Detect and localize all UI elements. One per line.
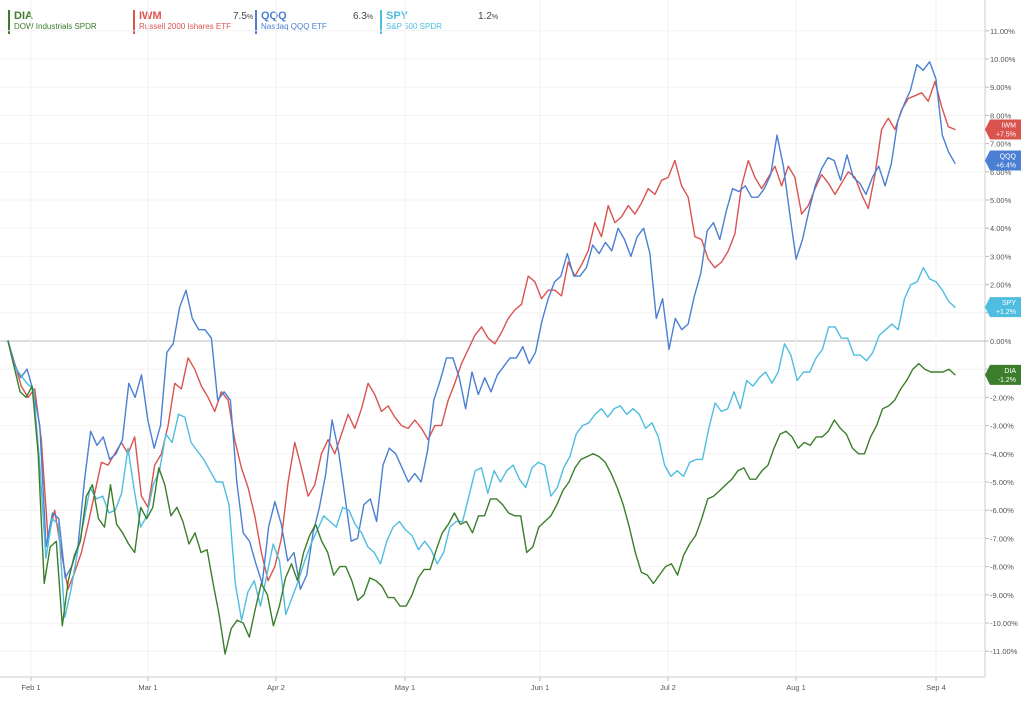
y-tick-label: -5.00% — [990, 478, 1014, 487]
legend-symbol: IWM — [139, 10, 162, 22]
legend-item-spy[interactable]: SPY S&P 500 SPDR 1.2% — [380, 10, 504, 34]
series-line-dia — [7, 340, 956, 655]
y-tick-label: 3.00% — [990, 252, 1012, 261]
x-tick-label: Mar 1 — [138, 683, 157, 692]
legend-value-unit: % — [366, 14, 374, 21]
series-line-spy — [7, 267, 956, 621]
y-tick-label: -6.00% — [990, 506, 1014, 515]
legend-item-qqq[interactable]: QQQ Nasdaq QQQ ETF 6.3% — [255, 10, 379, 34]
end-tag-background — [985, 364, 1021, 385]
x-tick-label: Feb 1 — [21, 683, 40, 692]
end-tag-background — [985, 150, 1021, 171]
end-tag-qqq: QQQ +6.4% — [985, 150, 1021, 171]
end-tag-symbol: DIA — [1004, 368, 1016, 375]
x-axis: Feb 1 Mar 1 Apr 2 May 1 Jun 1 Jul 2 Aug 1 Sep 4 — [21, 677, 946, 692]
legend-value-number: 7.5 — [233, 11, 247, 22]
end-tag-background — [985, 119, 1021, 140]
y-tick-label: -3.00% — [990, 422, 1014, 431]
legend-value-number: 1.2 — [478, 11, 492, 22]
y-tick-label: -2.00% — [990, 393, 1014, 402]
legend-symbol: DIA — [14, 10, 33, 22]
x-tick-label: Sep 4 — [926, 683, 946, 692]
legend-value-number: 6.3 — [353, 11, 367, 22]
end-tag-iwm: IWM +7.5% — [985, 119, 1021, 140]
x-tick-label: Aug 1 — [786, 683, 806, 692]
end-tag-background — [985, 297, 1021, 318]
y-axis: 11.00% 10.00% 9.00% 8.00% 7.00% 6.00% 5.00% 4.0… — [985, 27, 1018, 656]
y-tick-label: 6.00% — [990, 168, 1012, 177]
y-tick-label: 11.00% — [990, 27, 1015, 36]
y-tick-label: 0.00% — [990, 337, 1012, 346]
end-tag-value: -1.2% — [998, 377, 1016, 384]
y-tick-label: -10.00% — [990, 619, 1018, 628]
series-lines — [7, 61, 956, 655]
y-tick-label: 2.00% — [990, 281, 1012, 290]
y-tick-label: 5.00% — [990, 196, 1012, 205]
end-tag-spy: SPY +1.2% — [985, 297, 1021, 318]
end-tag-value: +7.5% — [996, 132, 1016, 139]
x-tick-label: Apr 2 — [267, 683, 285, 692]
legend-series-name: Nasdaq QQQ ETF — [261, 22, 327, 31]
x-tick-label: Jun 1 — [531, 683, 549, 692]
legend-value: 6.3% — [353, 11, 373, 22]
legend-symbol: QQQ — [261, 10, 287, 22]
y-tick-label: -7.00% — [990, 534, 1014, 543]
legend-series-name: DOW Industrials SPDR — [14, 22, 97, 31]
y-tick-label: -9.00% — [990, 591, 1014, 600]
legend-series-name: Russell 2000 Ishares ETF — [139, 22, 232, 31]
y-tick-label: 9.00% — [990, 83, 1012, 92]
y-tick-label: 8.00% — [990, 111, 1012, 120]
end-tag-value: +6.4% — [996, 163, 1016, 170]
legend-value-unit: % — [246, 14, 254, 21]
x-tick-label: Jul 2 — [660, 683, 676, 692]
legend-series-name: S&P 500 SPDR — [386, 22, 442, 31]
legend-value: 7.5% — [233, 11, 253, 22]
y-tick-label: 10.00% — [990, 55, 1016, 64]
y-tick-label: -11.00% — [990, 647, 1018, 656]
legend-item-iwm[interactable]: IWM Russell 2000 Ishares ETF 7.5% — [133, 10, 257, 34]
x-tick-label: May 1 — [395, 683, 415, 692]
end-tag-value: +1.2% — [996, 309, 1016, 316]
end-tag-symbol: SPY — [1002, 300, 1016, 307]
legend-item-dia[interactable]: DIA DOW Industrials SPDR — [8, 10, 132, 34]
end-value-tags: IWM +7.5% QQQ +6.4% SPY +1.2% DIA -1.2% — [985, 119, 1021, 385]
grid-lines — [0, 0, 986, 678]
y-tick-label: 4.00% — [990, 224, 1012, 233]
end-tag-symbol: IWM — [1002, 123, 1017, 130]
end-tag-dia: DIA -1.2% — [985, 364, 1021, 385]
end-tag-symbol: QQQ — [1000, 154, 1017, 161]
series-line-qqq — [7, 61, 956, 590]
y-tick-label: 7.00% — [990, 140, 1012, 149]
y-tick-label: -4.00% — [990, 450, 1014, 459]
legend-value-unit: % — [491, 14, 499, 21]
legend-symbol: SPY — [386, 10, 409, 22]
y-tick-label: -8.00% — [990, 563, 1014, 572]
legend-value: 1.2% — [478, 11, 498, 22]
